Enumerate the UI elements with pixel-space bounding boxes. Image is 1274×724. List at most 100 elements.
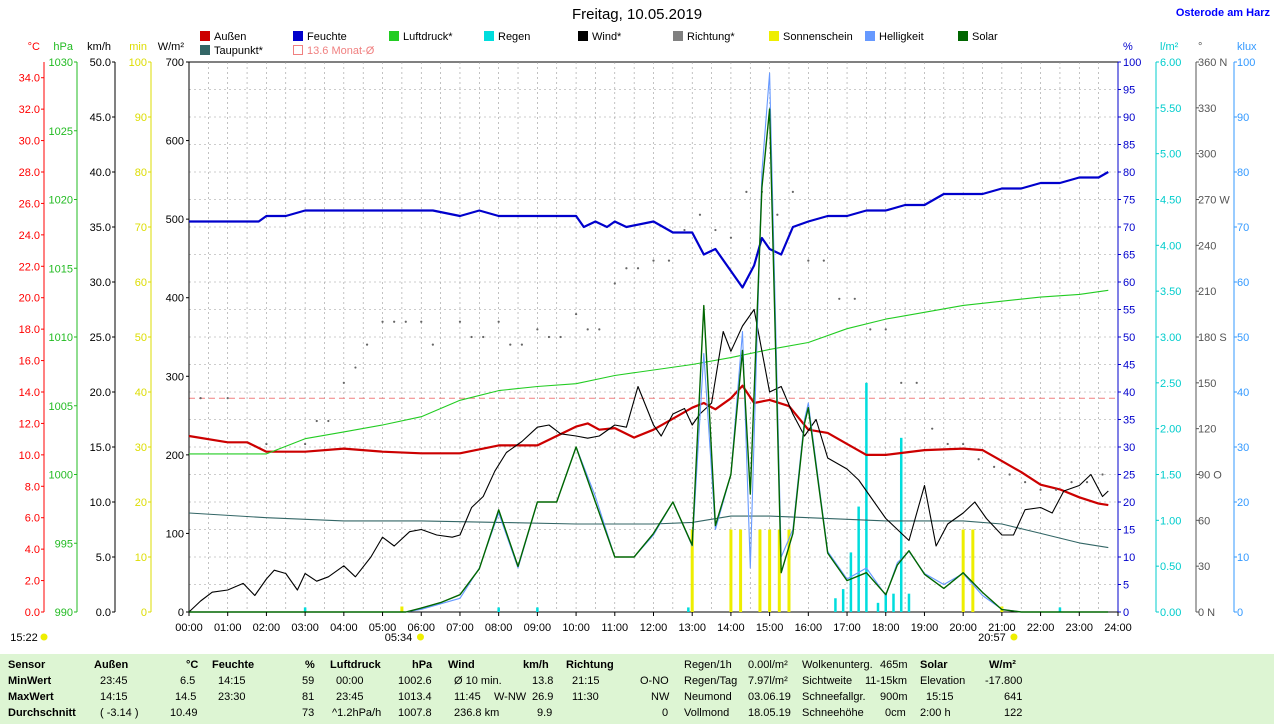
solar-max-time: 15:15 (926, 691, 954, 703)
richtung-point (683, 228, 686, 232)
solar-header: Solar (920, 659, 948, 671)
temp-tick-label: 12.0 (19, 418, 40, 430)
solar-unit-label: W/m² (158, 41, 185, 53)
legend-item: Richtung* (673, 31, 735, 43)
legend-item: Außen (200, 31, 246, 43)
elevation-label: Elevation (920, 675, 966, 687)
pressure-tick-label: 1005 (49, 401, 73, 413)
wind-tick-label: 45.0 (90, 112, 111, 124)
wind-max-time: 11:45 (454, 691, 481, 703)
temp-tick-label: 18.0 (19, 324, 40, 336)
x-tick-label: 12:00 (640, 622, 668, 634)
visibility-value: 11-15km (865, 675, 907, 687)
sunmin-unit-label: min (129, 41, 147, 53)
pressure-tick-label: 1030 (49, 57, 73, 69)
sunrise-time: 05:34 (385, 632, 413, 644)
richtung-point (547, 335, 551, 339)
humidity-tick-label: 80 (1123, 167, 1135, 179)
direction-tick-label: 0 N (1198, 607, 1215, 619)
x-tick-label: 19:00 (911, 622, 939, 634)
humidity-tick-label: 25 (1123, 470, 1135, 482)
pressure-tick-label: 1015 (49, 263, 73, 275)
rain-tick-label: 0.00 (1160, 607, 1181, 619)
legend-swatch (293, 31, 303, 41)
sunshine-duration: 2:00 h (920, 707, 951, 719)
legend-label: Sonnenschein (783, 31, 853, 43)
luftdruck-avg-value: 1007.8 (398, 707, 432, 719)
solar-avg-value: 122 (1004, 707, 1023, 719)
wind-tick-label: 35.0 (90, 222, 111, 234)
richtung-point (304, 442, 307, 446)
legend-swatch (958, 31, 968, 41)
humidity-tick-label: 10 (1123, 552, 1135, 564)
wind-max-value: 26.9 (532, 691, 554, 703)
station-name: Osterode am Harz (1175, 7, 1270, 19)
sonnenschein-bar (777, 529, 781, 612)
humidity-tick-label: 15 (1123, 525, 1135, 537)
humidity-tick-label: 0 (1123, 607, 1129, 619)
humidity-tick-label: 30 (1123, 442, 1135, 454)
rain-tick-label: 2.50 (1160, 378, 1181, 390)
wind-tick-label: 15.0 (90, 442, 111, 454)
aussen-min-value: 6.5 (180, 675, 196, 687)
legend-item: Regen (484, 31, 530, 43)
legend-swatch (200, 45, 210, 55)
x-tick-label: 13:00 (678, 622, 706, 634)
richtung-point (574, 312, 578, 316)
x-tick-label: 16:00 (795, 622, 823, 634)
wind-tick-label: 30.0 (90, 277, 111, 289)
richtung-point (497, 320, 500, 323)
current-time: 15:22 (10, 632, 38, 644)
temp-tick-label: 10.0 (19, 450, 40, 462)
wind-tick-label: 5.0 (96, 552, 111, 564)
lux-tick-label: 40 (1237, 387, 1249, 399)
snow-depth-label: Schneehöhe (802, 707, 864, 719)
sunset-icon (1010, 633, 1018, 641)
feuchte-min-value: 59 (302, 675, 315, 687)
row-label-max: MaxWert (8, 691, 54, 703)
aussen-max-value: 14.5 (175, 691, 197, 703)
direction-unit-label: ° (1198, 41, 1202, 53)
richtung-point (365, 343, 369, 346)
regen-bar (899, 437, 903, 612)
luftdruck-header: Luftdruck (330, 659, 381, 671)
regen-bar (303, 607, 307, 612)
richtung-point (598, 328, 601, 331)
legend-swatch (484, 31, 494, 41)
regen-bar (841, 589, 845, 612)
humidity-tick-label: 65 (1123, 250, 1135, 262)
rain-tick-label: 6.00 (1160, 57, 1181, 69)
richtung-point (509, 343, 512, 346)
legend-item: Sonnenschein (769, 31, 853, 43)
wind-header: Wind (448, 659, 475, 671)
richtung-point (1054, 488, 1058, 491)
x-tick-label: 01:00 (214, 622, 242, 634)
humidity-tick-label: 35 (1123, 415, 1135, 427)
regen-bar (687, 607, 690, 612)
richtung-point (884, 328, 887, 331)
legend-label: Richtung* (687, 31, 735, 43)
legend-swatch (200, 31, 210, 41)
solar-tick-label: 200 (166, 450, 184, 462)
temp-tick-label: 24.0 (19, 230, 40, 242)
richtung-point (342, 381, 345, 384)
richtung-point (900, 381, 903, 384)
lux-tick-label: 50 (1237, 332, 1249, 344)
temp-tick-label: 28.0 (19, 167, 40, 179)
axes: 0.0 2.0 4.0 6.0 8.0 10.0 12.0 14.0 16.0 18.0 20.0 2… (19, 41, 1257, 619)
aussen-header: Außen (94, 659, 129, 671)
richtung-point (1024, 481, 1027, 484)
direction-tick-label: 180 S (1198, 332, 1227, 344)
richtung-point (613, 282, 616, 285)
wind-10min-value: 13.8 (532, 675, 554, 687)
solar-tick-label: 300 (166, 371, 184, 383)
sonnenschein-bar (739, 529, 743, 612)
richtung-point (1101, 473, 1104, 476)
humidity-tick-label: 40 (1123, 387, 1135, 399)
richtung-header: Richtung (566, 659, 614, 671)
direction-tick-label: 90 O (1198, 470, 1222, 482)
sunmin-tick-label: 100 (129, 57, 147, 69)
elevation-value: -17.800 (985, 675, 1023, 687)
aussen-min-time: 23:45 (100, 675, 128, 687)
